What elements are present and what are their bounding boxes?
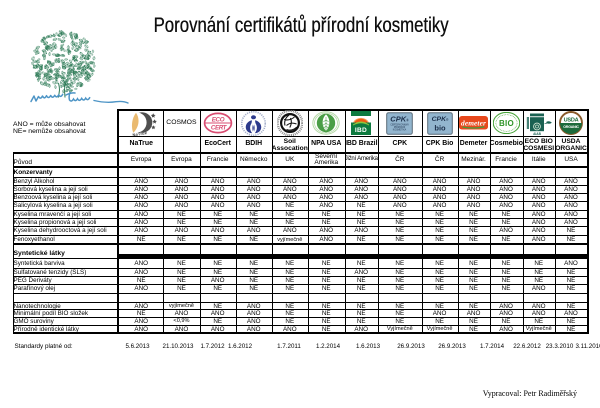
svg-text:USDA: USDA	[564, 118, 579, 124]
svg-text:PŘÍRODNÍ: PŘÍRODNÍ	[394, 126, 406, 129]
svg-text:AIAB: AIAB	[533, 131, 541, 135]
svg-text:CPK®: CPK®	[391, 114, 410, 123]
svg-text:CERT: CERT	[211, 125, 228, 132]
svg-text:bio: bio	[434, 123, 446, 132]
svg-text:NaTrue: NaTrue	[132, 130, 148, 136]
svg-text:CPK®: CPK®	[431, 116, 448, 123]
svg-text:BIO: BIO	[499, 119, 514, 128]
svg-text:CERTIFIKOVANÁ: CERTIFIKOVANÁ	[391, 123, 410, 126]
svg-text:demeter: demeter	[461, 119, 486, 128]
svg-text:ECO: ECO	[211, 117, 224, 124]
svg-text:KOSMETIKA: KOSMETIKA	[393, 128, 407, 131]
svg-text:ORGANIC: ORGANIC	[563, 125, 579, 129]
svg-text:IBD: IBD	[355, 127, 367, 134]
